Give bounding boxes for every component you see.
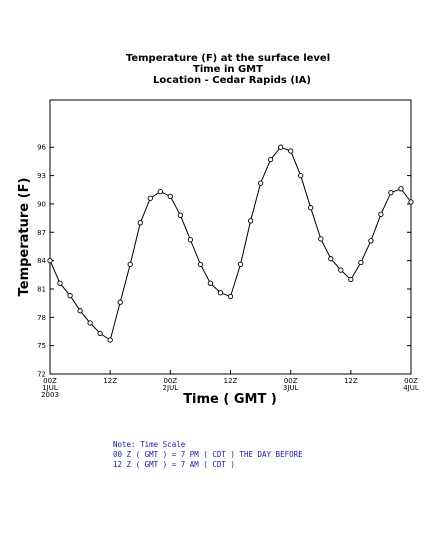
x-tick-label: 12Z xyxy=(224,377,238,385)
data-point xyxy=(137,220,143,226)
x-tick-label: 00Z xyxy=(163,377,177,385)
y-tick-label: 72 xyxy=(37,371,46,379)
chart-title-line-1: Temperature (F) at the surface level xyxy=(126,53,330,64)
y-tick-label: 78 xyxy=(37,314,46,322)
data-point xyxy=(177,212,184,218)
data-point xyxy=(217,290,224,296)
data-point xyxy=(358,259,364,266)
x-tick-label: 2JUL xyxy=(163,384,179,392)
plot-frame xyxy=(49,99,412,375)
x-tick-label: 00Z xyxy=(284,377,298,385)
data-point xyxy=(117,299,123,305)
data-point xyxy=(87,320,93,326)
x-tick-label: 3JUL xyxy=(283,384,299,392)
data-point xyxy=(247,218,254,224)
time-scale-note: Note: Time Scale 00 Z ( GMT ) = 7 PM ( CD… xyxy=(113,440,303,470)
series-layer xyxy=(47,144,414,343)
x-tick-label: 12Z xyxy=(103,377,117,385)
data-point xyxy=(97,330,103,337)
data-point xyxy=(328,256,334,262)
data-point xyxy=(408,199,414,205)
data-point xyxy=(308,205,314,211)
data-point xyxy=(378,211,384,217)
data-point xyxy=(318,236,324,242)
temperature-line xyxy=(49,146,412,341)
data-point xyxy=(398,186,404,192)
data-point xyxy=(107,337,113,343)
y-tick-label: 84 xyxy=(37,257,46,265)
x-tick-label: 4JUL xyxy=(403,384,419,392)
data-point xyxy=(227,293,234,300)
data-point xyxy=(388,189,394,196)
data-point xyxy=(207,280,214,286)
data-point xyxy=(127,261,133,268)
x-tick-label: 2003 xyxy=(41,391,59,399)
x-tick-label: 1JUL xyxy=(42,384,58,392)
x-axis-label: Time ( GMT ) xyxy=(183,392,277,407)
note-line-2: 00 Z ( GMT ) = 7 PM ( CDT ) THE DAY BEFO… xyxy=(113,450,303,459)
data-point xyxy=(267,156,274,163)
data-point xyxy=(157,188,163,195)
data-point xyxy=(277,144,284,150)
chart-title-line-3: Location - Cedar Rapids (IA) xyxy=(153,75,311,86)
x-tick-label: 12Z xyxy=(344,377,358,385)
data-point xyxy=(67,292,73,299)
data-point xyxy=(147,195,153,201)
note-line-1: Note: Time Scale xyxy=(113,440,186,449)
y-tick-label: 81 xyxy=(37,285,46,293)
data-point xyxy=(77,308,83,314)
y-axis-label: Temperature (F) xyxy=(17,178,32,297)
y-tick-label: 90 xyxy=(37,200,46,208)
chart-title-line-2: Time in GMT xyxy=(193,64,263,75)
data-point xyxy=(368,238,374,244)
y-tick-label: 87 xyxy=(37,229,46,237)
data-point xyxy=(338,267,344,273)
data-point xyxy=(348,276,354,283)
data-point xyxy=(288,148,294,154)
data-point xyxy=(47,257,53,264)
x-tick-label: 00Z xyxy=(404,377,418,385)
y-tick-label: 93 xyxy=(37,172,46,180)
note-line-3: 12 Z ( GMT ) = 7 AM ( CDT ) xyxy=(113,460,235,469)
y-axis: 72 75 78 81 84 87 90 93 96 xyxy=(37,144,411,379)
y-tick-label: 96 xyxy=(37,144,46,152)
data-point xyxy=(167,193,173,200)
x-tick-label: 00Z xyxy=(43,377,57,385)
data-point xyxy=(57,280,63,286)
y-tick-label: 75 xyxy=(37,342,46,350)
data-point xyxy=(257,180,264,186)
data-point xyxy=(187,237,194,243)
data-point xyxy=(237,261,244,268)
data-point xyxy=(197,261,204,268)
data-point xyxy=(298,172,304,179)
